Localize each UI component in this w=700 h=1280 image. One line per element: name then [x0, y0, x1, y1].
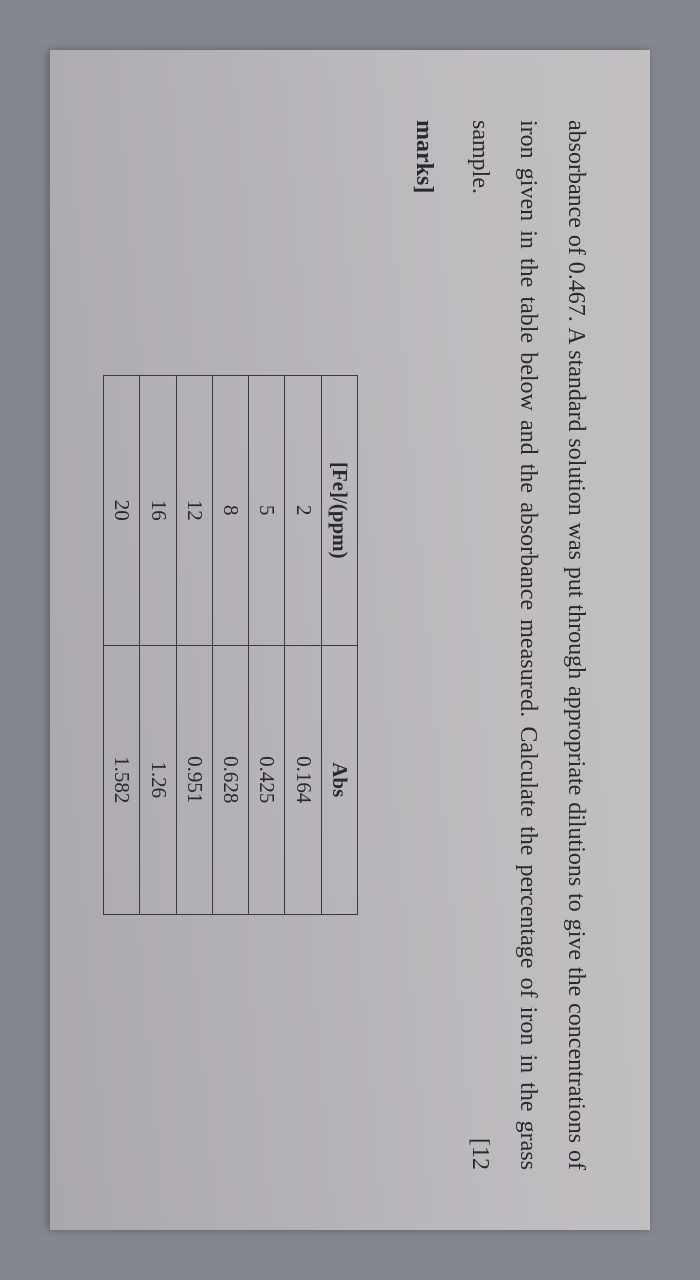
- problem-line-1: absorbance of 0.467. A standard solution…: [563, 120, 589, 960]
- marks-bracket-open: [12: [456, 1138, 504, 1170]
- paper-sheet: absorbance of 0.467. A standard solution…: [50, 50, 650, 1230]
- cell-fe: 5: [249, 376, 285, 646]
- cell-abs: 0.164: [285, 645, 321, 915]
- table-row: 8 0.628: [212, 376, 248, 915]
- cell-fe: 12: [176, 376, 212, 646]
- header-abs: Abs: [321, 645, 357, 915]
- cell-fe: 20: [103, 376, 139, 646]
- cell-fe: 2: [285, 376, 321, 646]
- table-row: 5 0.425: [249, 376, 285, 915]
- header-fe: [Fe]/(ppm): [321, 376, 357, 646]
- cell-abs: 1.582: [103, 645, 139, 915]
- cell-fe: 16: [140, 376, 176, 646]
- problem-paragraph: absorbance of 0.467. A standard solution…: [456, 120, 600, 1170]
- table-row: 12 0.951: [176, 376, 212, 915]
- calibration-table: [Fe]/(ppm) Abs 2 0.164 5 0.425 8 0.628: [103, 375, 358, 915]
- cell-abs: 0.628: [212, 645, 248, 915]
- cell-abs: 0.425: [249, 645, 285, 915]
- cell-abs: 0.951: [176, 645, 212, 915]
- marks-bracket-close: marks]: [400, 120, 448, 1170]
- table-row: 20 1.582: [103, 376, 139, 915]
- table-row: 2 0.164: [285, 376, 321, 915]
- table-row: 16 1.26: [140, 376, 176, 915]
- table-header-row: [Fe]/(ppm) Abs: [321, 376, 357, 915]
- cell-fe: 8: [212, 376, 248, 646]
- cell-abs: 1.26: [140, 645, 176, 915]
- rotated-page-wrapper: absorbance of 0.467. A standard solution…: [0, 0, 700, 1280]
